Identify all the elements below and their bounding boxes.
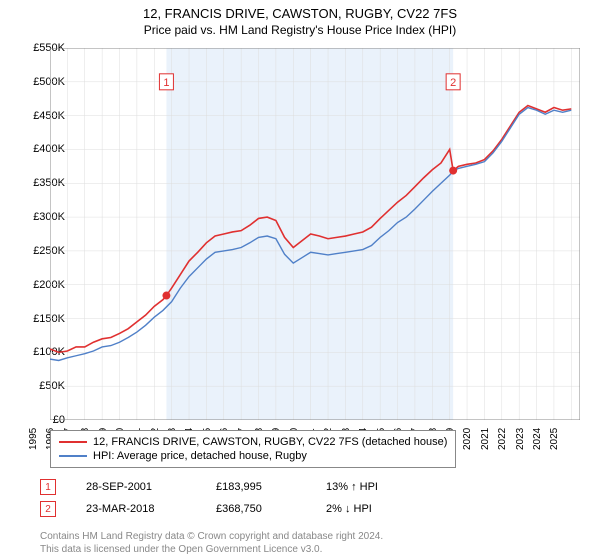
footer-attribution: Contains HM Land Registry data © Crown c… (40, 530, 383, 556)
x-tick-label: 2022 (497, 428, 508, 450)
chart-subtitle: Price paid vs. HM Land Registry's House … (0, 21, 600, 37)
svg-text:1: 1 (163, 77, 169, 89)
line-chart: 12 (50, 48, 580, 420)
point-date: 23-MAR-2018 (86, 503, 186, 515)
sale-point-row: 2 23-MAR-2018 £368,750 2% ↓ HPI (40, 498, 378, 520)
point-marker: 1 (40, 479, 56, 495)
legend-swatch (59, 455, 87, 457)
point-pct: 2% ↓ HPI (326, 503, 372, 515)
sale-points-table: 1 28-SEP-2001 £183,995 13% ↑ HPI 2 23-MAR-201… (40, 476, 378, 520)
chart-title: 12, FRANCIS DRIVE, CAWSTON, RUGBY, CV22 … (0, 0, 600, 21)
sale-point-row: 1 28-SEP-2001 £183,995 13% ↑ HPI (40, 476, 378, 498)
legend-swatch (59, 441, 87, 443)
footer-line2: This data is licensed under the Open Gov… (40, 543, 383, 556)
point-price: £368,750 (216, 503, 296, 515)
point-price: £183,995 (216, 481, 296, 493)
x-tick-label: 2025 (549, 428, 560, 450)
x-tick-label: 1995 (28, 428, 39, 450)
legend-label: 12, FRANCIS DRIVE, CAWSTON, RUGBY, CV22 … (93, 436, 447, 448)
legend-item: 12, FRANCIS DRIVE, CAWSTON, RUGBY, CV22 … (59, 435, 447, 449)
point-marker: 2 (40, 501, 56, 517)
x-tick-label: 2021 (480, 428, 491, 450)
x-tick-label: 2024 (532, 428, 543, 450)
chart-area: 12 (50, 48, 580, 420)
legend-label: HPI: Average price, detached house, Rugb… (93, 450, 307, 462)
footer-line1: Contains HM Land Registry data © Crown c… (40, 530, 383, 543)
point-date: 28-SEP-2001 (86, 481, 186, 493)
legend-item: HPI: Average price, detached house, Rugb… (59, 449, 447, 463)
svg-text:2: 2 (450, 77, 456, 89)
legend: 12, FRANCIS DRIVE, CAWSTON, RUGBY, CV22 … (50, 430, 456, 468)
x-tick-label: 2023 (515, 428, 526, 450)
x-tick-label: 2020 (462, 428, 473, 450)
point-pct: 13% ↑ HPI (326, 481, 378, 493)
